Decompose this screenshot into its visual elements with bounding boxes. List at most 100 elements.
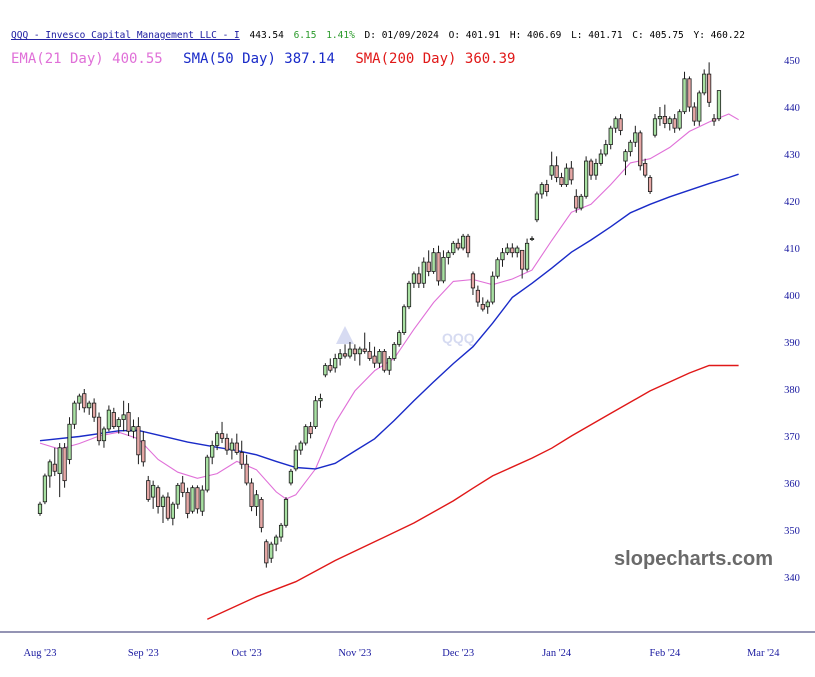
candle [510, 243, 515, 258]
candle-body-down [687, 78, 692, 108]
candle-body-down [249, 482, 254, 507]
legend-sma50: SMA(50 Day) 387.14 [183, 51, 335, 67]
x-tick-label: Dec '23 [442, 648, 474, 659]
candle-body-up [446, 252, 451, 258]
candle [47, 459, 52, 488]
candle [716, 90, 722, 122]
candle-body-down [510, 247, 515, 254]
candle [131, 419, 136, 439]
candle [426, 250, 431, 277]
candle [456, 238, 461, 251]
candle [441, 250, 446, 284]
candle-body-up [495, 259, 500, 277]
candle-body-up [215, 433, 220, 446]
candle-body-up [598, 153, 603, 164]
watermark-logo-icon [336, 326, 354, 344]
candle-body-up [303, 426, 308, 444]
candle [146, 475, 151, 502]
candle [96, 412, 102, 446]
candle [87, 400, 92, 415]
candle-body-up [77, 395, 82, 404]
candle [362, 332, 367, 354]
candle-body-up [293, 449, 298, 470]
candle [623, 149, 628, 176]
candle [57, 443, 62, 498]
candle [554, 156, 559, 183]
candle-body-down [692, 106, 697, 122]
candle-body-down [352, 348, 357, 355]
candle [111, 407, 116, 429]
candle-body-up [131, 426, 136, 432]
candle [397, 330, 402, 347]
candle [116, 417, 121, 434]
candle-body-down [554, 165, 559, 178]
candle [593, 158, 599, 180]
candle [436, 245, 441, 286]
candle-body-up [116, 419, 121, 427]
candle [333, 353, 338, 373]
candle [470, 271, 476, 295]
candle [687, 76, 692, 112]
candle-body-down [308, 426, 313, 435]
candle [224, 433, 230, 455]
candle-body-up [283, 499, 289, 526]
candle-body-up [106, 409, 111, 430]
candle-body-down [426, 261, 431, 272]
candle-body-down [662, 116, 667, 124]
candle [77, 393, 82, 411]
candle [141, 431, 146, 467]
candle [667, 116, 672, 131]
candle-body-down [185, 491, 190, 514]
candle [431, 248, 436, 274]
y-tick-label: 380 [784, 385, 800, 396]
candle-body-up [702, 73, 707, 94]
candle [652, 114, 658, 138]
candle-body-up [529, 238, 535, 241]
candle-body-up [584, 160, 589, 197]
bar-open: O: 401.91 [449, 30, 501, 41]
candle-body-down [92, 402, 97, 418]
candle-body-up [539, 184, 544, 195]
symbol-link[interactable]: QQQ - Invesco Capital Management LLC - I [11, 30, 240, 41]
candle-body-up [67, 423, 72, 460]
candle [480, 297, 485, 312]
candle [677, 109, 682, 131]
candle-body-up [87, 402, 92, 409]
candle [411, 271, 417, 288]
candle [618, 114, 623, 136]
candle [185, 487, 190, 519]
candle [515, 245, 520, 258]
candle-body-up [534, 193, 540, 221]
candle [82, 389, 87, 413]
candle [106, 405, 111, 432]
candle [342, 344, 348, 359]
candle [210, 440, 215, 465]
candle [446, 250, 451, 265]
candle [682, 71, 687, 115]
y-tick-label: 370 [784, 432, 800, 443]
candle-body-up [121, 414, 126, 420]
candle-body-down [146, 480, 151, 500]
change-value: 6.15 [294, 30, 317, 41]
x-tick-label: Aug '23 [23, 648, 56, 659]
candle-body-down [559, 177, 564, 185]
candle [416, 266, 421, 288]
candle-body-up [515, 247, 520, 254]
candle-body-up [441, 256, 446, 282]
candle-body-up [564, 167, 569, 185]
candle-body-down [165, 496, 171, 519]
candle [52, 447, 57, 476]
candle [495, 257, 500, 279]
candle [347, 342, 353, 359]
candle-body-down [544, 184, 549, 193]
candle [406, 280, 412, 310]
candle-body-up [274, 536, 279, 545]
candle-body-up [652, 118, 658, 136]
candle-body-up [411, 273, 417, 284]
candle [588, 158, 594, 180]
candle [249, 478, 254, 512]
candle-body-down [382, 350, 387, 371]
candle [372, 346, 377, 368]
candle-body-up [401, 306, 407, 334]
candle [584, 156, 589, 199]
